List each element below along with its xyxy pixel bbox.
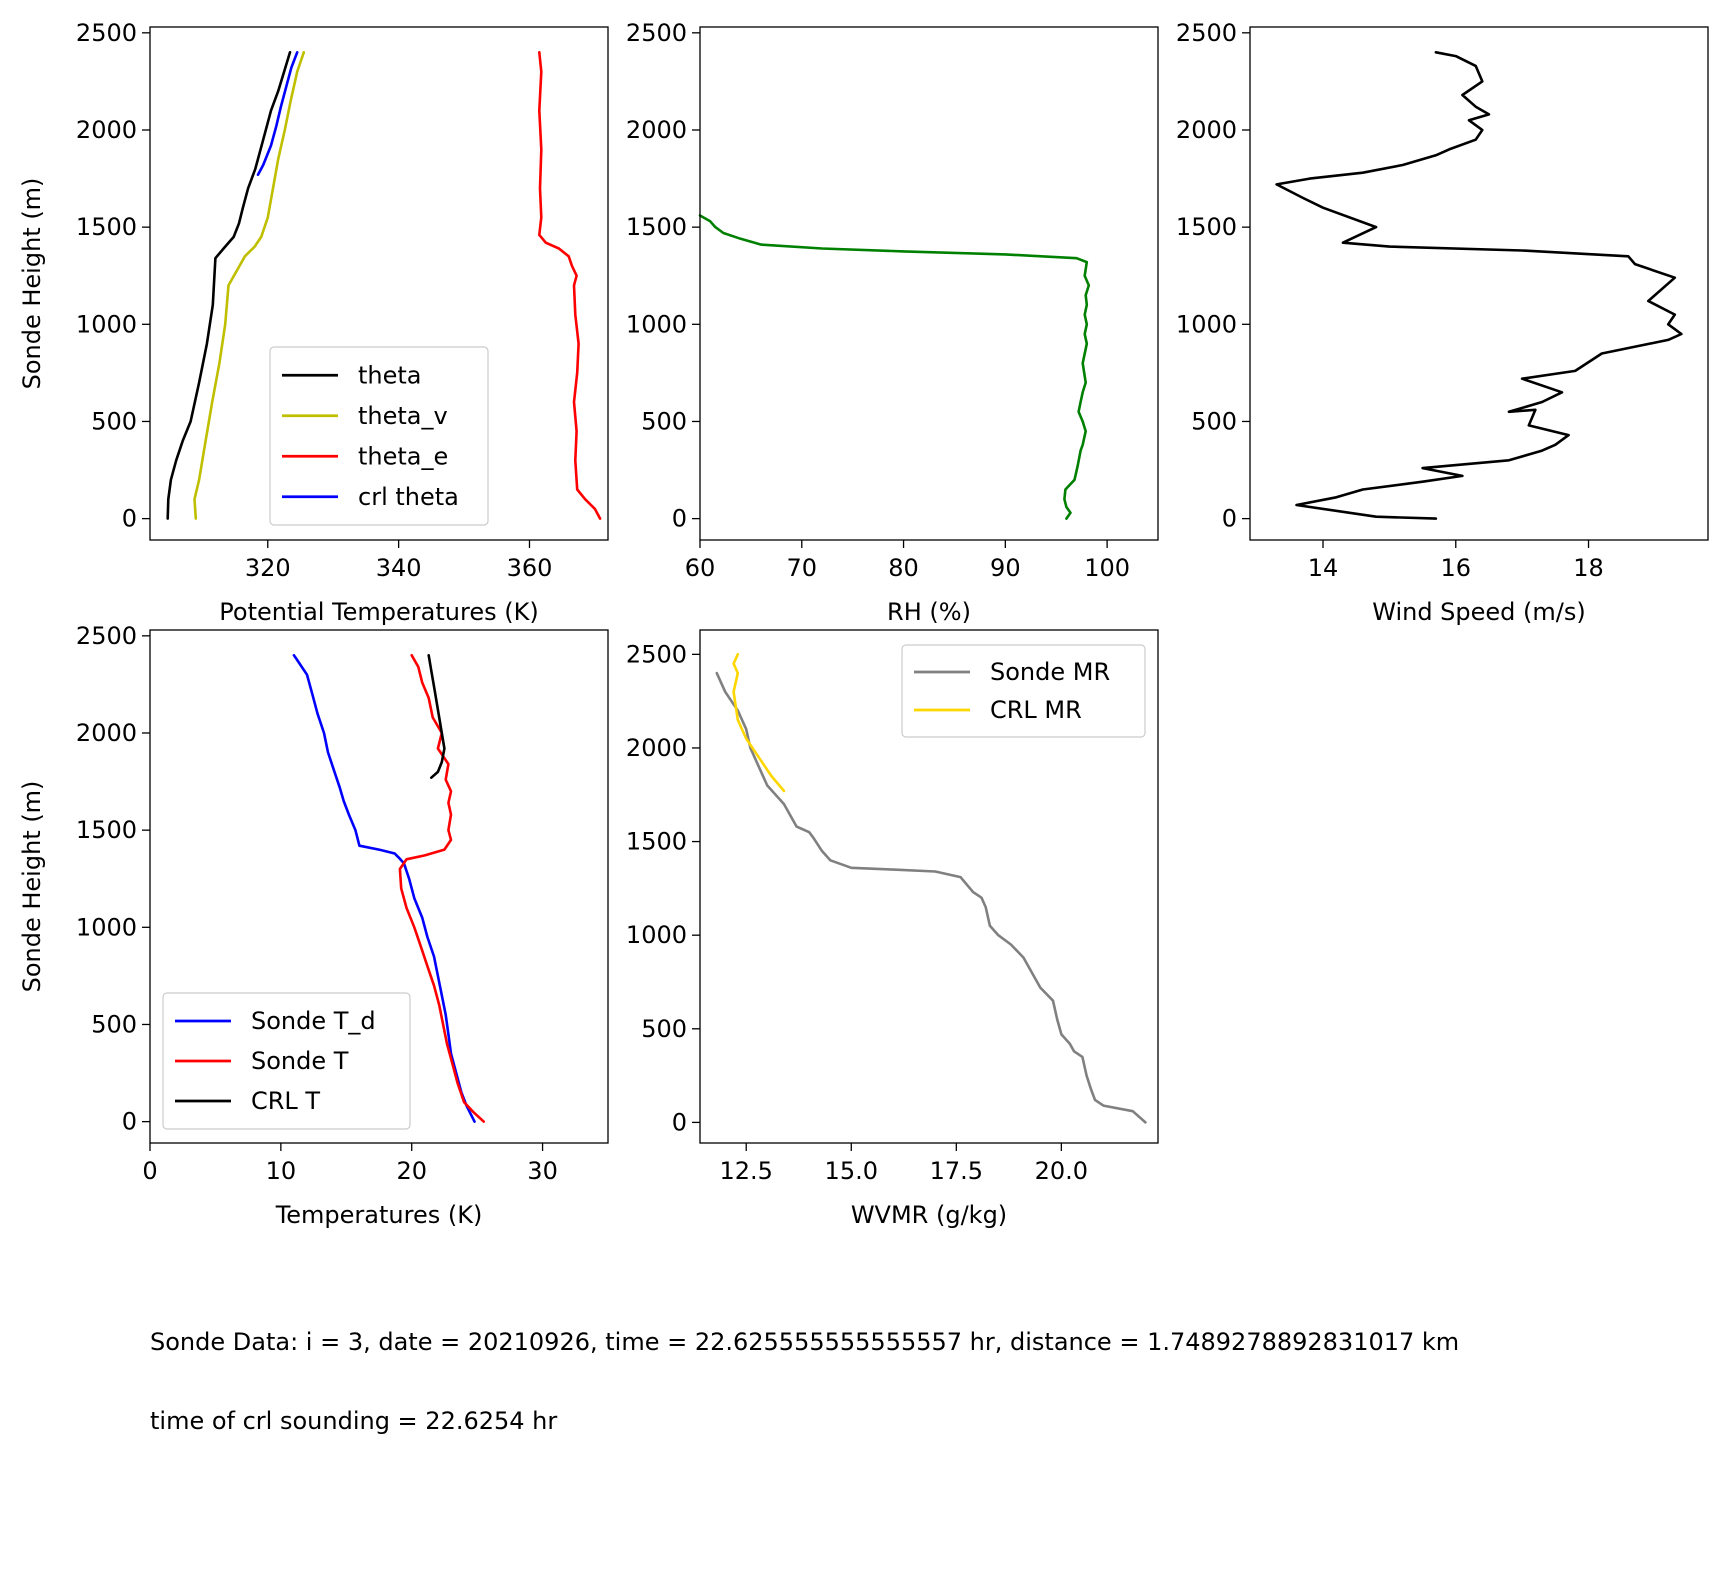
potential-temperature-y-tick-label: 1500 xyxy=(76,213,137,241)
relative-humidity-y-tick-label: 0 xyxy=(672,505,687,533)
temperature-y-tick-label: 1500 xyxy=(76,816,137,844)
water-vapor-mixing-ratio-axes-frame xyxy=(699,629,1159,1144)
temperature-x-tick-label: 10 xyxy=(266,1157,297,1185)
potential-temperature-series-crl-theta-line xyxy=(256,50,299,176)
water-vapor-mixing-ratio-y-tick-label: 2500 xyxy=(626,640,687,668)
temperature-legend-label: CRL T xyxy=(251,1087,320,1115)
potential-temperature-legend-label: theta_v xyxy=(358,402,448,430)
temperature-y-tick-label: 1000 xyxy=(76,913,137,941)
water-vapor-mixing-ratio-y-tick-label: 1500 xyxy=(626,828,687,856)
relative-humidity-x-tick-label: 100 xyxy=(1084,554,1130,582)
temperature-legend-frame xyxy=(162,992,411,1130)
relative-humidity-x-tick-label: 70 xyxy=(787,554,818,582)
temperature-subplot: 0 10 20 30 0 500 1000 1500 2000 2500 Temperatures … xyxy=(18,622,609,1229)
water-vapor-mixing-ratio-x-tick-label: 12.5 xyxy=(720,1157,773,1185)
relative-humidity-x-tick-label: 60 xyxy=(685,554,716,582)
wind-speed-y-tick-label: 1000 xyxy=(1176,310,1237,338)
potential-temperature-legend-label: theta xyxy=(358,361,422,389)
wind-speed-axes-frame xyxy=(1249,26,1709,541)
potential-temperature-y-tick-label: 1000 xyxy=(76,310,137,338)
temperature-axes-frame xyxy=(149,629,609,1144)
potential-temperature-y-tick-label: 500 xyxy=(91,407,137,435)
relative-humidity-y-tick-label: 2000 xyxy=(626,116,687,144)
temperature-y-tick-label: 0 xyxy=(122,1108,137,1136)
wind-speed-x-axis-label: Wind Speed (m/s) xyxy=(1372,598,1586,626)
wind-speed-x-tick-label: 14 xyxy=(1308,554,1339,582)
wind-speed-x-tick-label: 18 xyxy=(1573,554,1604,582)
wind-speed-y-tick-label: 2500 xyxy=(1176,19,1237,47)
potential-temperature-legend-frame xyxy=(269,346,489,526)
water-vapor-mixing-ratio-y-tick-label: 2000 xyxy=(626,734,687,762)
sonde-data-annotation: Sonde Data: i = 3, date = 20210926, time… xyxy=(150,1328,1459,1356)
potential-temperature-y-tick-label: 2500 xyxy=(76,19,137,47)
water-vapor-mixing-ratio-x-axis-label: WVMR (g/kg) xyxy=(851,1201,1007,1229)
potential-temperature-y-tick-label: 0 xyxy=(122,505,137,533)
potential-temperature-x-axis-label: Potential Temperatures (K) xyxy=(219,598,538,626)
water-vapor-mixing-ratio-legend-label: Sonde MR xyxy=(990,658,1110,686)
temperature-y-tick-label: 500 xyxy=(91,1010,137,1038)
water-vapor-mixing-ratio-y-tick-label: 0 xyxy=(672,1108,687,1136)
water-vapor-mixing-ratio-legend-label: CRL MR xyxy=(990,696,1082,724)
temperature-x-tick-label: 20 xyxy=(396,1157,427,1185)
water-vapor-mixing-ratio-series-sonde-mr-line xyxy=(715,671,1147,1124)
water-vapor-mixing-ratio-legend-frame xyxy=(901,644,1146,738)
temperature-legend-label: Sonde T_d xyxy=(251,1007,376,1035)
relative-humidity-x-tick-label: 80 xyxy=(888,554,919,582)
wind-speed-x-tick-label: 16 xyxy=(1440,554,1471,582)
relative-humidity-axes-frame xyxy=(699,26,1159,541)
water-vapor-mixing-ratio-y-tick-label: 500 xyxy=(641,1015,687,1043)
temperature-x-axis-label: Temperatures (K) xyxy=(275,1201,483,1229)
potential-temperature-series-theta-e-line xyxy=(537,50,602,520)
crl-time-annotation: time of crl sounding = 22.6254 hr xyxy=(150,1407,557,1435)
potential-temperature-x-tick-label: 360 xyxy=(507,554,553,582)
temperature-x-tick-label: 30 xyxy=(527,1157,558,1185)
wind-speed-y-tick-label: 1500 xyxy=(1176,213,1237,241)
potential-temperature-legend-label: theta_e xyxy=(358,442,448,470)
temperature-y-tick-label: 2000 xyxy=(76,719,137,747)
relative-humidity-y-tick-label: 2500 xyxy=(626,19,687,47)
potential-temperature-series-theta-line xyxy=(166,50,292,520)
water-vapor-mixing-ratio-subplot: 12.5 15.0 17.5 20.0 0 500 1000 1500 2000 2500 WVMR… xyxy=(626,629,1159,1229)
potential-temperature-axes-frame xyxy=(149,26,609,541)
relative-humidity-x-axis-label: RH (%) xyxy=(887,598,971,626)
potential-temperature-legend-label: crl theta xyxy=(358,483,459,511)
wind-speed-subplot: 14 16 18 0 500 1000 1500 2000 2500 Wind Speed (m/… xyxy=(1176,19,1709,626)
relative-humidity-series-line-line xyxy=(698,214,1091,520)
water-vapor-mixing-ratio-x-tick-label: 15.0 xyxy=(825,1157,878,1185)
potential-temperature-x-tick-label: 340 xyxy=(376,554,422,582)
temperature-x-tick-label: 0 xyxy=(142,1157,157,1185)
wind-speed-series-line-line xyxy=(1275,50,1683,520)
temperature-legend-label: Sonde T xyxy=(251,1047,349,1075)
wind-speed-y-tick-label: 0 xyxy=(1222,505,1237,533)
water-vapor-mixing-ratio-x-tick-label: 20.0 xyxy=(1035,1157,1088,1185)
temperature-y-tick-label: 2500 xyxy=(76,622,137,650)
temperature-y-axis-label: Sonde Height (m) xyxy=(18,781,46,993)
temperature-legend: Sonde T_d Sonde T CRL T xyxy=(162,992,411,1130)
wind-speed-y-tick-label: 2000 xyxy=(1176,116,1237,144)
potential-temperature-subplot: 320 340 360 0 500 1000 1500 2000 2500 Potential T… xyxy=(18,19,609,626)
relative-humidity-y-tick-label: 1000 xyxy=(626,310,687,338)
potential-temperature-x-tick-label: 320 xyxy=(245,554,291,582)
temperature-series-sonde-t-d-line xyxy=(292,653,476,1123)
relative-humidity-y-tick-label: 1500 xyxy=(626,213,687,241)
potential-temperature-y-axis-label: Sonde Height (m) xyxy=(18,178,46,390)
relative-humidity-y-tick-label: 500 xyxy=(641,407,687,435)
potential-temperature-y-tick-label: 2000 xyxy=(76,116,137,144)
temperature-series-crl-t-line xyxy=(427,653,446,780)
water-vapor-mixing-ratio-legend: Sonde MR CRL MR xyxy=(901,644,1146,738)
wind-speed-y-tick-label: 500 xyxy=(1191,407,1237,435)
water-vapor-mixing-ratio-series-crl-mr-line xyxy=(732,652,786,793)
relative-humidity-x-tick-label: 90 xyxy=(990,554,1021,582)
potential-temperature-series-theta-v-line xyxy=(193,50,306,520)
water-vapor-mixing-ratio-y-tick-label: 1000 xyxy=(626,921,687,949)
water-vapor-mixing-ratio-x-tick-label: 17.5 xyxy=(930,1157,983,1185)
